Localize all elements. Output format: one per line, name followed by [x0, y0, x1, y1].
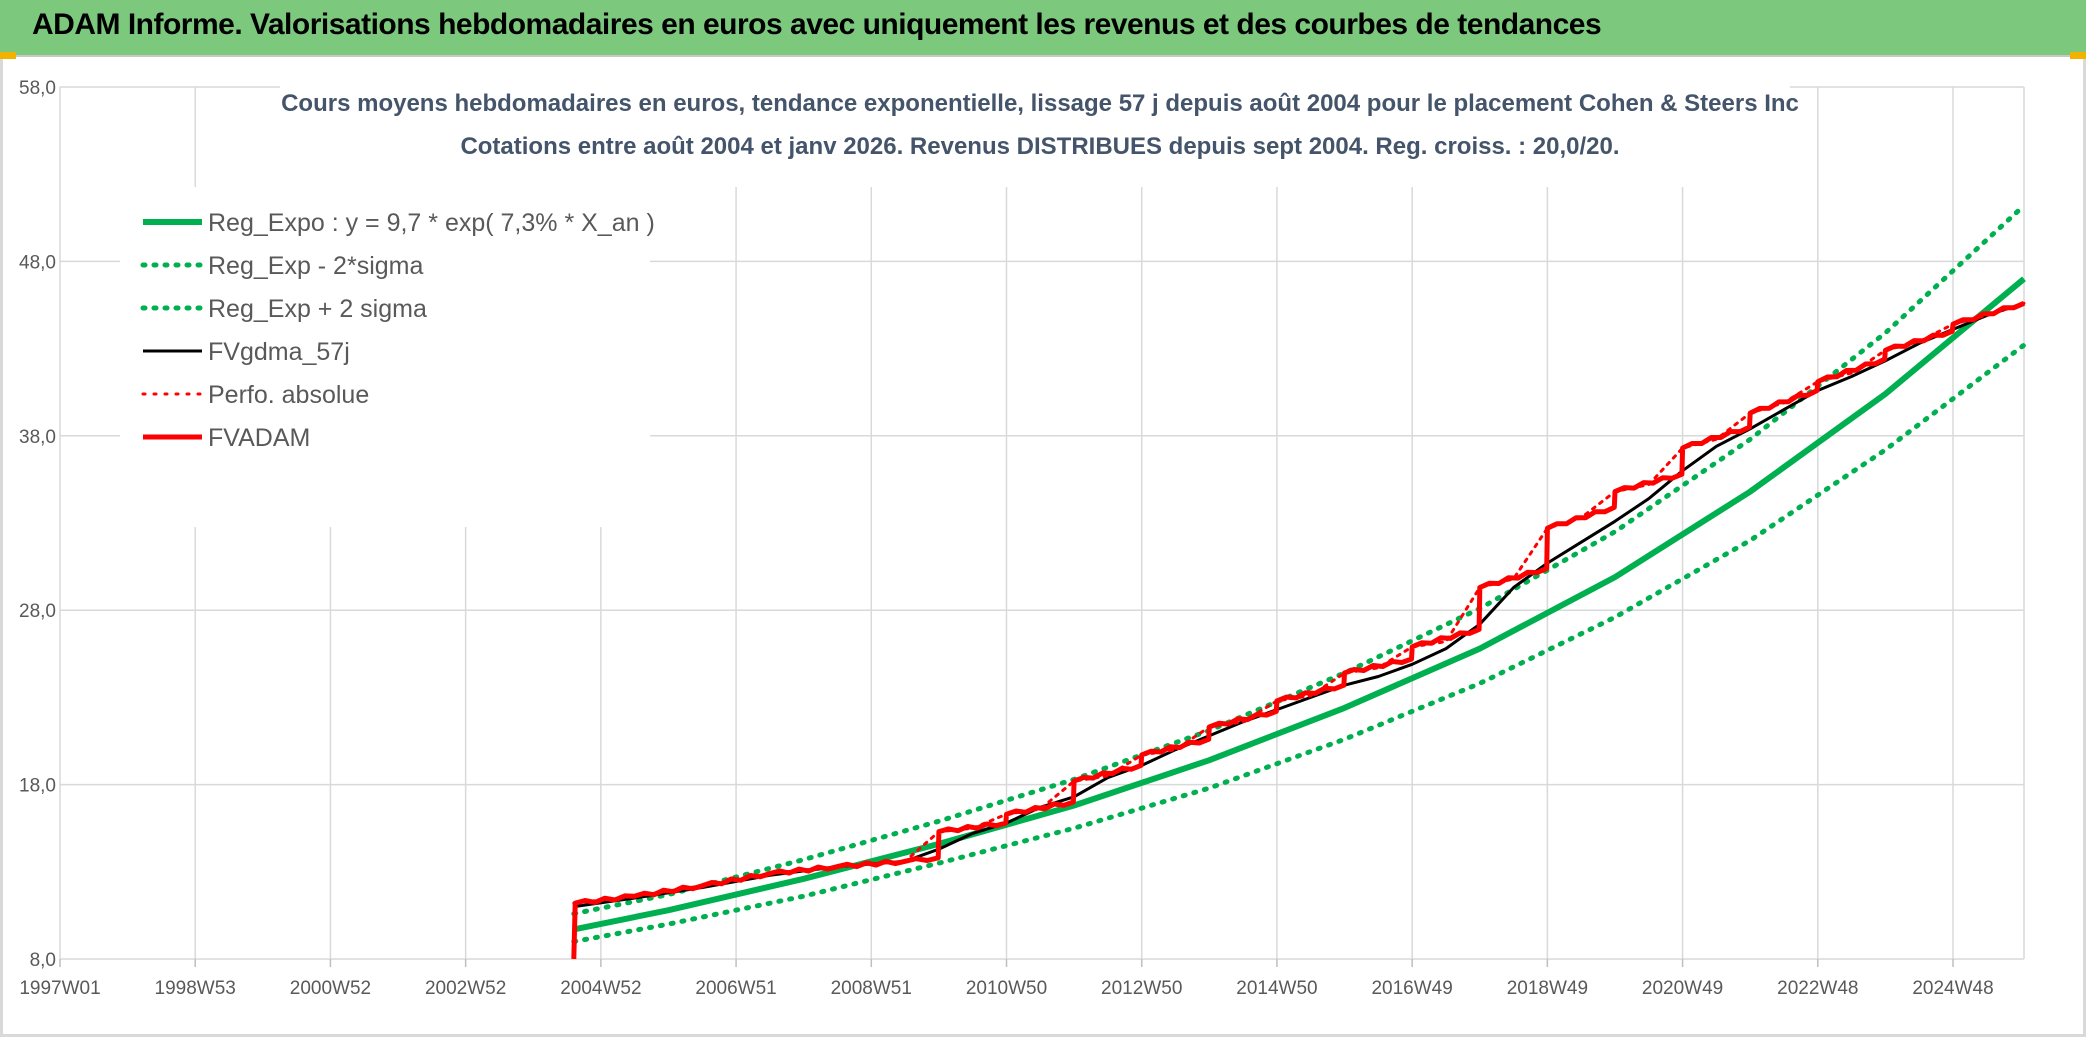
- x-tick-label: 1997W01: [19, 978, 100, 999]
- reg-expo-line: [573, 276, 2026, 933]
- legend-item-fvadam-label: FVADAM: [208, 424, 310, 452]
- fvadam-line: [571, 301, 2025, 960]
- x-tick-label: 2010W50: [966, 978, 1047, 999]
- y-tick-label: 58,0: [19, 78, 56, 99]
- y-tick-label: 38,0: [19, 427, 56, 448]
- y-tick-label: 48,0: [19, 252, 56, 273]
- legend-item-reg-exp-minus-label: Reg_Exp - 2*sigma: [208, 252, 423, 280]
- x-tick-label: 2018W49: [1507, 978, 1588, 999]
- chart-svg: Cours moyens hebdomadaires en euros, ten…: [19, 77, 2027, 999]
- x-tick-label: 2016W49: [1371, 978, 1452, 999]
- x-tick-label: 2002W52: [425, 978, 506, 999]
- x-tick-label: 2006W51: [695, 978, 776, 999]
- legend-background: [120, 187, 650, 527]
- x-tick-label: 2014W50: [1236, 978, 1317, 999]
- x-tick-label: 1998W53: [155, 978, 236, 999]
- chart-area: Cours moyens hebdomadaires en euros, ten…: [0, 57, 2086, 1037]
- legend-item-reg-expo-label: Reg_Expo : y = 9,7 * exp( 7,3% * X_an ): [208, 209, 655, 237]
- y-tick-label: 18,0: [19, 776, 56, 797]
- y-tick-label: 28,0: [19, 601, 56, 622]
- title-background: [280, 77, 1790, 187]
- legend: Reg_Expo : y = 9,7 * exp( 7,3% * X_an ) R…: [140, 209, 655, 452]
- legend-item-fvgdma-label: FVgdma_57j: [208, 338, 350, 366]
- x-tick-label: 2022W48: [1777, 978, 1858, 999]
- x-tick-label: 2012W50: [1101, 978, 1182, 999]
- corner-marker-right: [2070, 52, 2086, 59]
- x-tick-label: 2020W49: [1642, 978, 1723, 999]
- legend-item-perfo-absolue-label: Perfo. absolue: [208, 381, 369, 409]
- y-tick-label: 8,0: [30, 950, 56, 971]
- chart-title-line1: Cours moyens hebdomadaires en euros, ten…: [281, 90, 1799, 117]
- axis-labels: 8,0 18,0 28,0 38,0 48,0 58,0 1997W01 1998W53 200…: [19, 78, 1994, 999]
- reg-exp-plus-2sigma-line: [571, 203, 2027, 917]
- x-tick-label: 2024W48: [1912, 978, 1993, 999]
- x-tick-label: 2008W51: [831, 978, 912, 999]
- x-tick-label: 2000W52: [290, 978, 371, 999]
- header-bar: ADAM Informe. Valorisations hebdomadaire…: [0, 0, 2086, 57]
- reg-exp-minus-2sigma-line: [571, 342, 2027, 945]
- page-title: ADAM Informe. Valorisations hebdomadaire…: [32, 8, 1602, 41]
- legend-item-reg-exp-plus-label: Reg_Exp + 2 sigma: [208, 295, 427, 323]
- chart-title-line2: Cotations entre août 2004 et janv 2026. …: [460, 133, 1619, 160]
- x-tick-label: 2004W52: [560, 978, 641, 999]
- corner-marker-left: [0, 52, 16, 59]
- series-layer: [571, 203, 2027, 960]
